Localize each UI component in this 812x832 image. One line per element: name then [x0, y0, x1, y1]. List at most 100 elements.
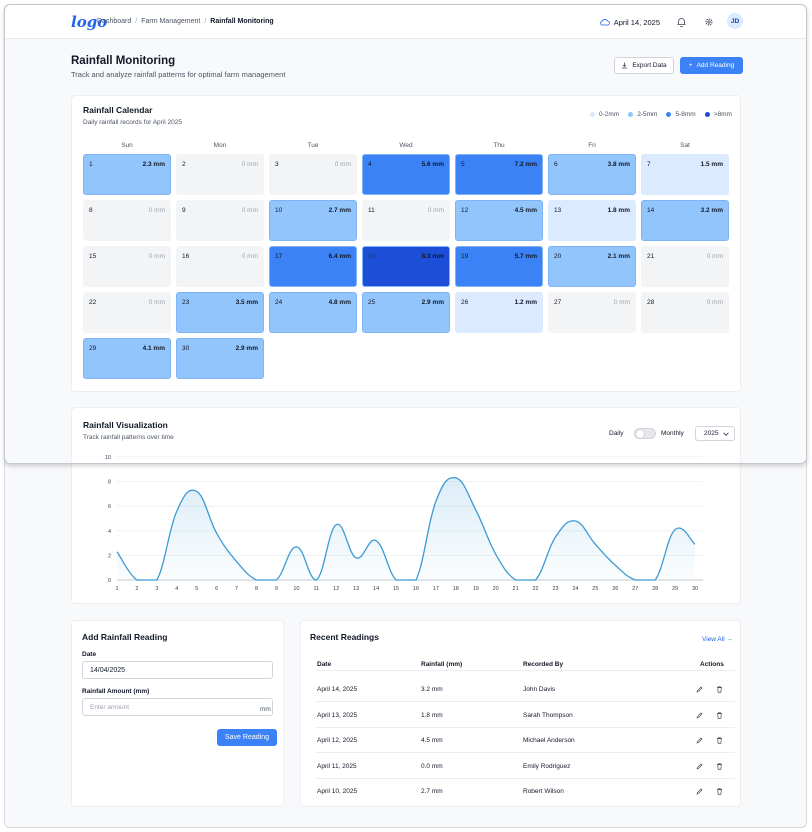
date-input[interactable]	[82, 661, 273, 679]
delete-button[interactable]	[715, 788, 723, 796]
add-reading-button[interactable]: + Add Reading	[680, 57, 743, 74]
calendar-day-cell[interactable]: 4 5.6 mm	[362, 154, 450, 195]
table-divider	[316, 777, 735, 779]
calendar-legend: 0-2mm 2-5mm 5-8mm >8mm	[590, 111, 732, 118]
breadcrumb-dashboard[interactable]: Dashboard	[97, 18, 132, 25]
calendar-day-cell[interactable]: 19 5.7 mm	[455, 246, 543, 287]
calendar-day-cell[interactable]: 9 0 mm	[176, 200, 264, 241]
current-date: April 14, 2025	[613, 17, 660, 27]
calendar-day-cell[interactable]: 12 4.5 mm	[455, 200, 543, 241]
calendar-day-cell[interactable]: 22 0 mm	[83, 292, 171, 333]
trash-icon	[716, 711, 722, 719]
calendar-day-cell[interactable]: 18 8.3 mm	[362, 246, 450, 287]
form-title: Add Rainfall Reading	[82, 632, 168, 642]
calendar-day-cell[interactable]: 24 4.8 mm	[269, 292, 357, 333]
x-tick-label: 19	[473, 586, 479, 592]
breadcrumb-farm-management[interactable]: Farm Management	[141, 18, 201, 25]
calendar-day-cell[interactable]: 21 0 mm	[641, 246, 729, 287]
edit-button[interactable]	[695, 762, 703, 770]
plus-icon: +	[688, 62, 693, 69]
table-cell-recorded-by: Emily Rodriguez	[523, 762, 571, 770]
settings-button[interactable]	[702, 15, 716, 29]
x-tick-label: 3	[155, 586, 158, 592]
view-all-link[interactable]: View All →	[702, 636, 733, 643]
x-tick-label: 22	[532, 586, 538, 592]
delete-button[interactable]	[715, 711, 723, 719]
legend-swatch	[628, 112, 634, 117]
toggle-knob	[636, 430, 644, 438]
calendar-day-cell[interactable]: 15 0 mm	[83, 246, 171, 287]
x-tick-label: 10	[293, 586, 299, 592]
calendar-day-number: 13	[554, 207, 562, 214]
calendar-day-cell[interactable]: 13 1.8 mm	[548, 200, 636, 241]
calendar-day-number: 17	[275, 253, 283, 260]
calendar-day-cell[interactable]: 10 2.7 mm	[269, 200, 357, 241]
edit-button[interactable]	[695, 788, 703, 796]
edit-button[interactable]	[695, 737, 703, 745]
calendar-day-number: 23	[182, 299, 190, 306]
calendar-day-cell[interactable]: 27 0 mm	[548, 292, 636, 333]
legend-item: 2-5mm	[628, 111, 657, 118]
legend-label: >8mm	[713, 111, 732, 118]
calendar-day-cell[interactable]: 20 2.1 mm	[548, 246, 636, 287]
calendar-day-cell[interactable]: 1 2.3 mm	[83, 154, 171, 195]
save-reading-button[interactable]: Save Reading	[217, 729, 277, 746]
delete-button[interactable]	[715, 737, 723, 745]
x-tick-label: 23	[552, 586, 558, 592]
calendar-day-number: 15	[89, 253, 97, 260]
calendar-day-cell[interactable]: 25 2.9 mm	[362, 292, 450, 333]
logo[interactable]: logo	[71, 13, 108, 31]
calendar-day-rainfall: 2.7 mm	[328, 207, 351, 214]
calendar-day-rainfall: 1.8 mm	[607, 207, 630, 214]
calendar-day-rainfall: 4.1 mm	[142, 345, 165, 352]
table-cell-rainfall: 1.8 mm	[421, 711, 443, 719]
delete-button[interactable]	[715, 686, 723, 694]
x-tick-label: 29	[672, 586, 678, 592]
calendar-day-cell[interactable]: 11 0 mm	[362, 200, 450, 241]
calendar-day-rainfall: 4.8 mm	[328, 299, 351, 306]
calendar-day-cell[interactable]: 6 3.8 mm	[548, 154, 636, 195]
calendar-day-cell[interactable]: 23 3.5 mm	[176, 292, 264, 333]
amount-unit: mm	[260, 706, 271, 713]
calendar-day-cell[interactable]: 30 2.9 mm	[176, 338, 264, 379]
x-tick-label: 12	[333, 586, 339, 592]
edit-button[interactable]	[695, 711, 703, 719]
rainfall-amount-input[interactable]	[82, 698, 273, 716]
calendar-day-cell[interactable]: 3 0 mm	[269, 154, 357, 195]
avatar[interactable]: JD	[727, 13, 743, 29]
x-tick-label: 6	[215, 586, 218, 592]
calendar-day-rainfall: 0 mm	[706, 253, 723, 260]
table-cell-rainfall: 0.0 mm	[421, 762, 443, 770]
calendar-day-cell[interactable]: 14 3.2 mm	[641, 200, 729, 241]
view-all-label: View All	[702, 636, 725, 643]
calendar-day-cell[interactable]: 17 6.4 mm	[269, 246, 357, 287]
x-tick-label: 7	[235, 586, 238, 592]
calendar-day-rainfall: 6.4 mm	[328, 253, 351, 260]
edit-button[interactable]	[695, 686, 703, 694]
calendar-subtitle: Daily rainfall records for April 2025	[83, 119, 182, 126]
calendar-day-cell[interactable]: 2 0 mm	[176, 154, 264, 195]
calendar-day-number: 18	[368, 253, 376, 260]
calendar-day-number: 14	[647, 207, 655, 214]
calendar-day-cell[interactable]: 8 0 mm	[83, 200, 171, 241]
calendar-day-cell[interactable]: 26 1.2 mm	[455, 292, 543, 333]
calendar-day-cell[interactable]: 16 0 mm	[176, 246, 264, 287]
breadcrumb-separator: /	[135, 18, 138, 25]
export-data-button[interactable]: Export Data	[614, 57, 674, 74]
delete-button[interactable]	[715, 762, 723, 770]
calendar-day-cell[interactable]: 29 4.1 mm	[83, 338, 171, 379]
calendar-day-rainfall: 2.9 mm	[235, 345, 258, 352]
year-select[interactable]: 2025	[695, 426, 735, 441]
y-tick-label: 10	[105, 455, 111, 461]
daily-monthly-toggle[interactable]	[634, 428, 656, 439]
top-header: logo Dashboard / Farm Management / Rainf…	[5, 5, 806, 39]
notifications-button[interactable]	[674, 15, 688, 29]
calendar-day-cell[interactable]: 7 1.5 mm	[641, 154, 729, 195]
weekday-header: Tue	[307, 142, 319, 149]
calendar-day-cell[interactable]: 5 7.2 mm	[455, 154, 543, 195]
x-tick-label: 8	[255, 586, 258, 592]
calendar-day-cell[interactable]: 28 0 mm	[641, 292, 729, 333]
y-tick-label: 2	[108, 553, 111, 559]
trash-icon	[716, 788, 722, 795]
